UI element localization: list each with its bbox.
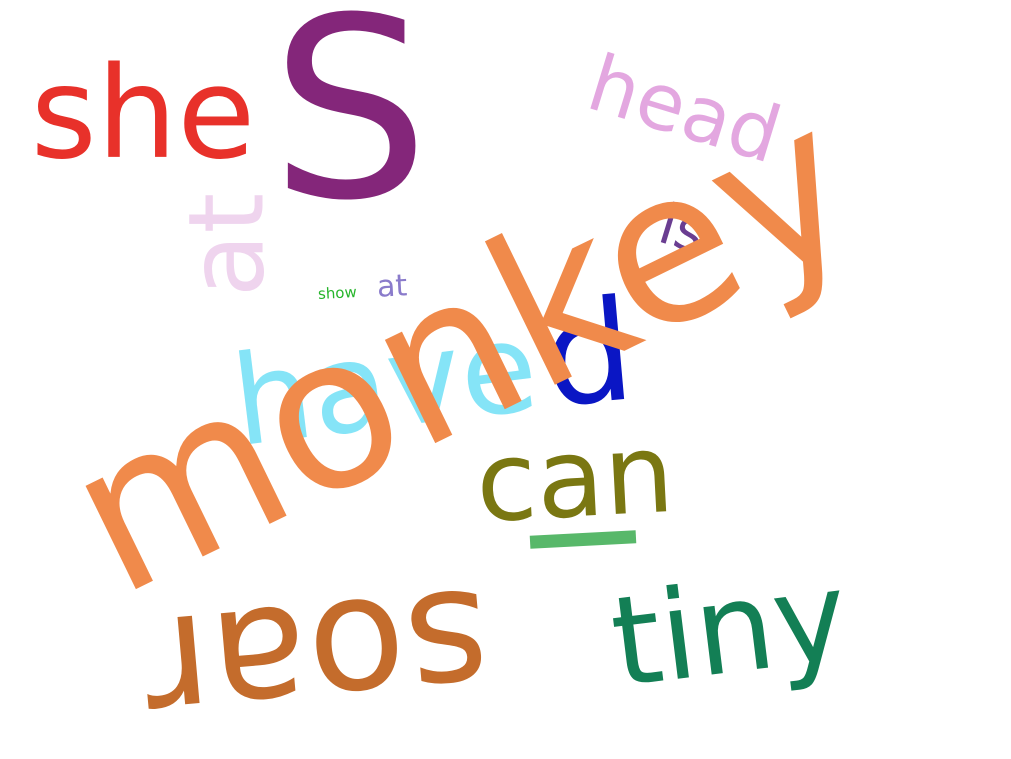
word-s: S <box>270 0 430 255</box>
word-can: can <box>472 408 678 548</box>
word-she: she <box>30 38 256 187</box>
word-tiny: tiny <box>604 544 856 716</box>
word-at-large: at <box>164 192 287 298</box>
word-soar: soar <box>138 552 499 759</box>
